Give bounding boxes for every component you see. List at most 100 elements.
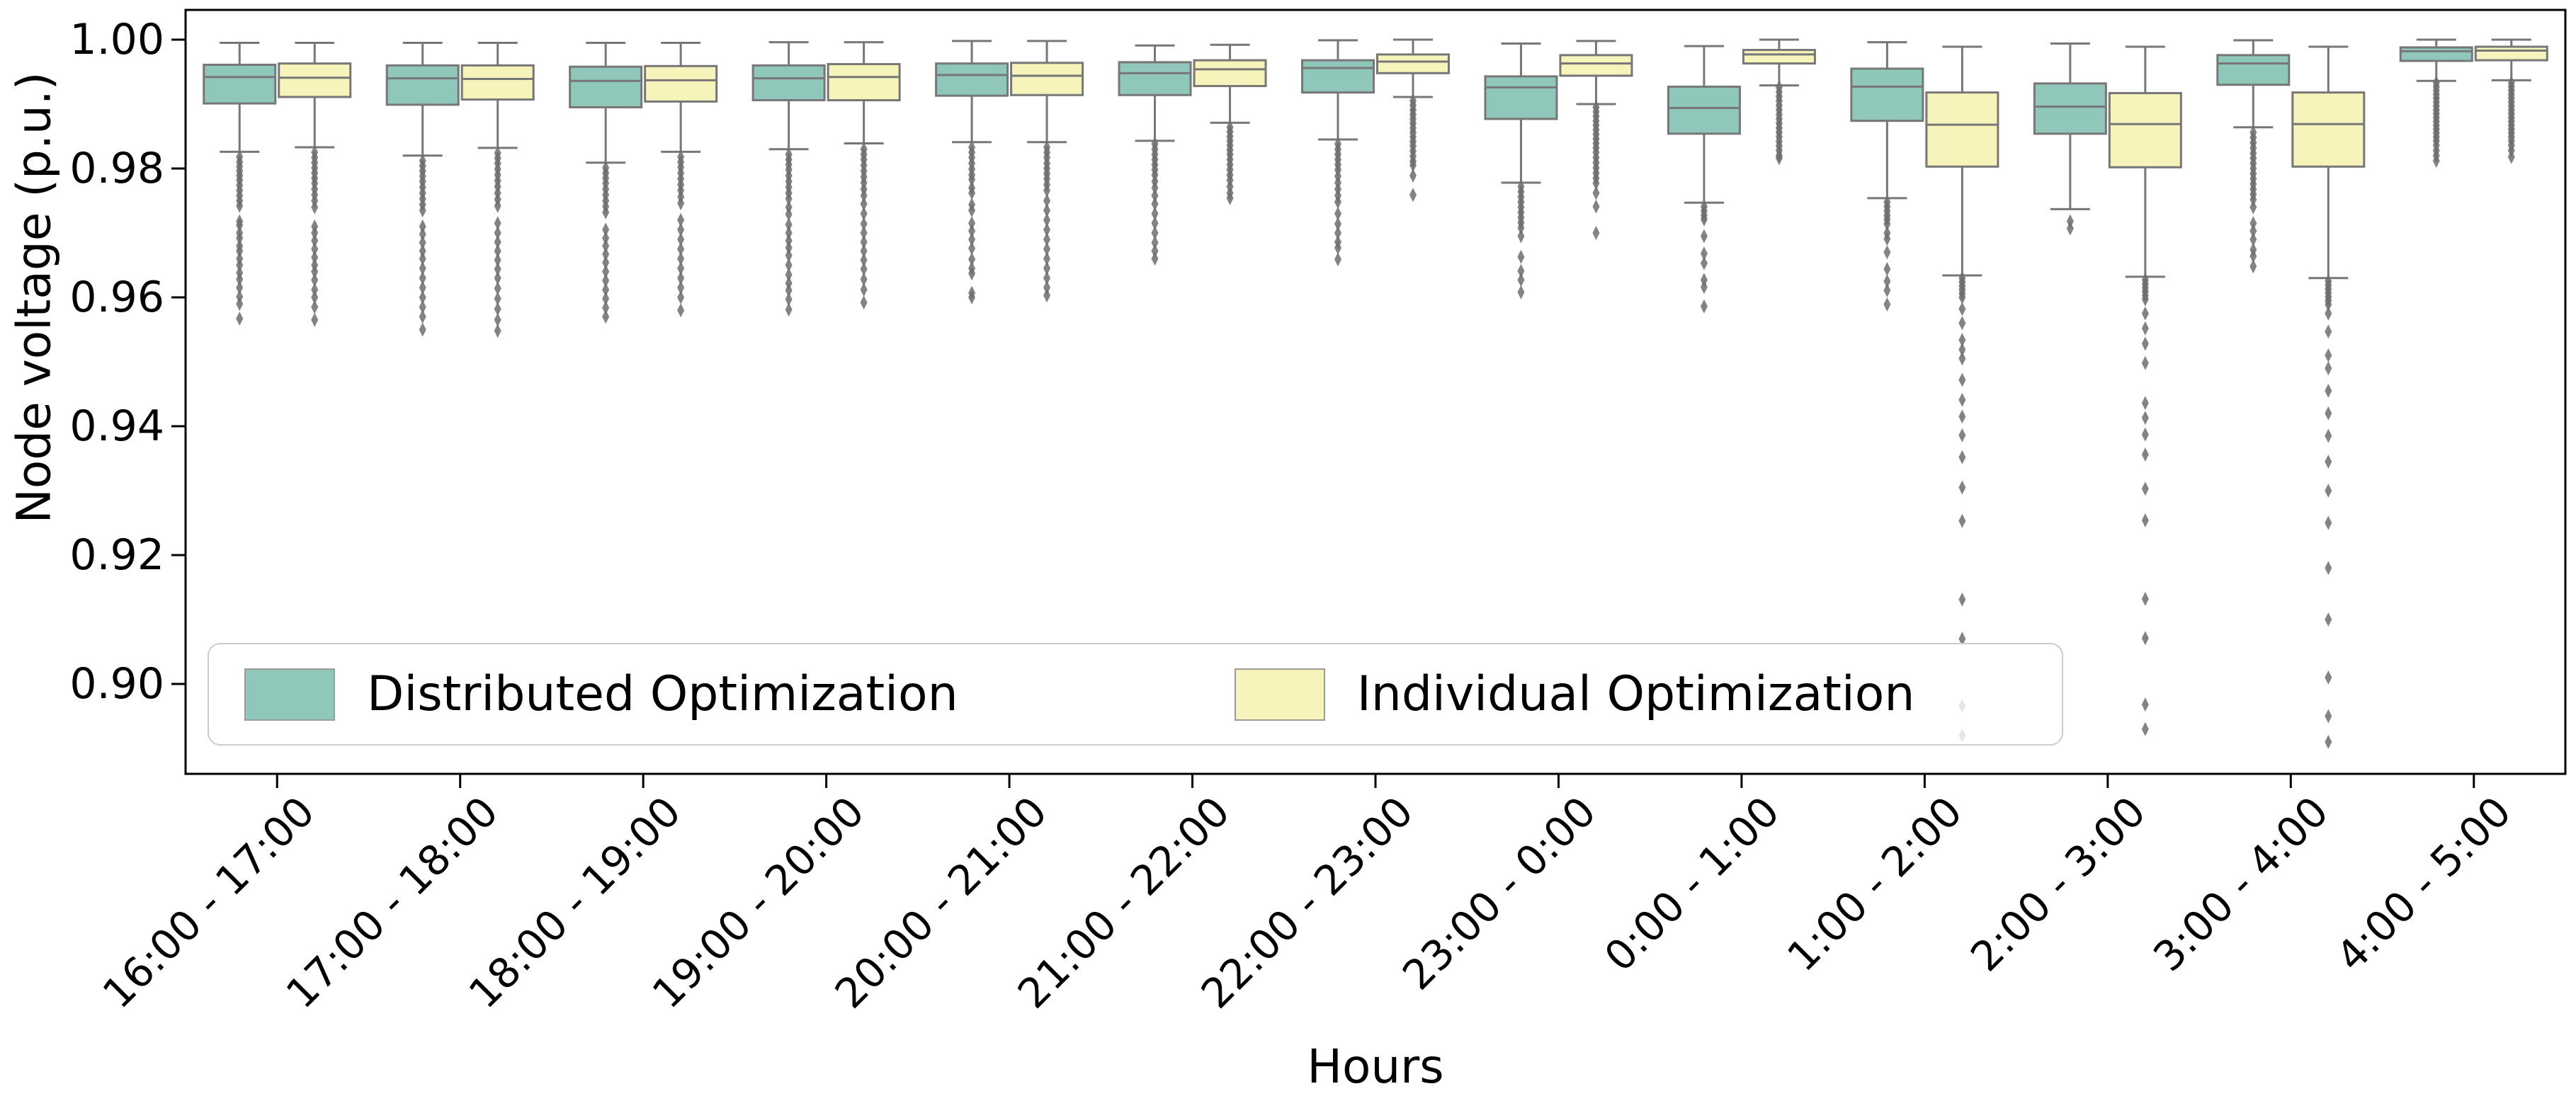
outlier-marker (1043, 203, 1051, 218)
box-distributed-6 (1301, 39, 1375, 267)
outlier-marker (785, 268, 793, 282)
outlier-marker (677, 251, 685, 266)
outlier-marker (677, 212, 685, 227)
outlier-marker (968, 216, 976, 231)
y-tick-label: 0.94 (69, 401, 164, 451)
outlier-marker (602, 309, 610, 324)
box-body (644, 64, 718, 103)
outlier-marker (1043, 232, 1051, 247)
outlier-marker (860, 206, 868, 221)
box-individual-5 (1193, 43, 1267, 205)
box-individual-3 (827, 41, 901, 310)
outlier-marker (2325, 670, 2332, 685)
outlier-marker (785, 240, 793, 255)
outlier-marker (1517, 249, 1525, 264)
outlier-marker (602, 231, 610, 246)
outlier-marker (2249, 249, 2257, 263)
outlier-marker (1409, 158, 1417, 173)
outlier-marker (1043, 222, 1051, 237)
outlier-marker (494, 281, 501, 296)
box-distributed-10 (2033, 42, 2107, 236)
outlier-marker (1409, 188, 1417, 202)
outlier-marker (2249, 216, 2257, 231)
box-individual-1 (460, 42, 535, 338)
outlier-marker (2325, 406, 2332, 421)
outlier-marker (1334, 195, 1341, 210)
y-tick-label: 1.00 (69, 15, 164, 64)
outlier-marker (1958, 290, 1966, 304)
box-distributed-12 (2399, 38, 2473, 169)
outlier-marker (1409, 169, 1417, 183)
outlier-marker (785, 258, 793, 273)
outlier-marker (602, 205, 610, 219)
outlier-marker (602, 291, 610, 306)
outlier-marker (860, 253, 868, 268)
outlier-marker (1958, 592, 1966, 607)
outlier-marker (2507, 149, 2515, 164)
outlier-marker (860, 262, 868, 276)
outlier-marker (419, 270, 426, 285)
outlier-marker (1958, 372, 1966, 387)
outlier-marker (677, 196, 685, 211)
outlier-marker (1958, 480, 1966, 495)
outlier-marker (2141, 631, 2149, 646)
box-body (751, 64, 826, 101)
outlier-marker (860, 188, 868, 203)
outlier-marker (236, 244, 244, 258)
outlier-marker (419, 322, 426, 337)
outlier-marker (602, 282, 610, 297)
outlier-marker (860, 244, 868, 258)
outlier-marker (2141, 355, 2149, 370)
box-body (569, 65, 643, 109)
outlier-marker (1700, 280, 1708, 295)
outlier-marker (2325, 297, 2332, 312)
box-distributed-8 (1667, 45, 1741, 314)
outlier-marker (785, 302, 793, 317)
outlier-marker (2141, 427, 2149, 442)
box-individual-9 (1925, 45, 1999, 743)
outlier-marker (1334, 252, 1341, 267)
outlier-marker (494, 270, 501, 285)
box-body (1376, 53, 1450, 74)
box-distributed-7 (1484, 42, 1558, 299)
outlier-marker (494, 244, 501, 258)
outlier-marker (1958, 632, 1966, 646)
outlier-marker (236, 297, 244, 312)
outlier-marker (311, 290, 319, 304)
outlier-marker (968, 290, 976, 304)
box-individual-11 (2291, 45, 2366, 749)
box-body (1742, 49, 1816, 65)
outlier-marker (2249, 232, 2257, 247)
outlier-marker (494, 234, 501, 249)
box-body (1010, 62, 1084, 96)
outlier-marker (494, 291, 501, 306)
y-tick-label: 0.90 (69, 659, 164, 709)
outlier-marker (1517, 273, 1525, 287)
outlier-marker (2141, 292, 2149, 307)
box-body (460, 64, 535, 101)
outlier-marker (1334, 217, 1341, 232)
box-body (2399, 46, 2473, 62)
outlier-marker (2141, 336, 2149, 351)
outlier-marker (2141, 396, 2149, 411)
outlier-marker (1151, 244, 1159, 258)
outlier-marker (1151, 226, 1159, 240)
outlier-marker (1151, 206, 1159, 221)
outlier-marker (311, 273, 319, 287)
outlier-marker (419, 235, 426, 250)
box-distributed-3 (751, 41, 826, 317)
outlier-marker (1043, 270, 1051, 285)
outlier-marker (419, 203, 426, 218)
legend-label-individual: Individual Optimization (1356, 666, 1915, 722)
box-body (1925, 91, 1999, 168)
outlier-marker (968, 186, 976, 200)
box-body (2216, 54, 2291, 86)
outlier-marker (602, 300, 610, 315)
box-body (2474, 45, 2548, 62)
outlier-marker (2249, 259, 2257, 274)
outlier-marker (602, 273, 610, 288)
outlier-marker (602, 222, 610, 237)
outlier-marker (785, 217, 793, 232)
outlier-marker (1883, 217, 1891, 232)
